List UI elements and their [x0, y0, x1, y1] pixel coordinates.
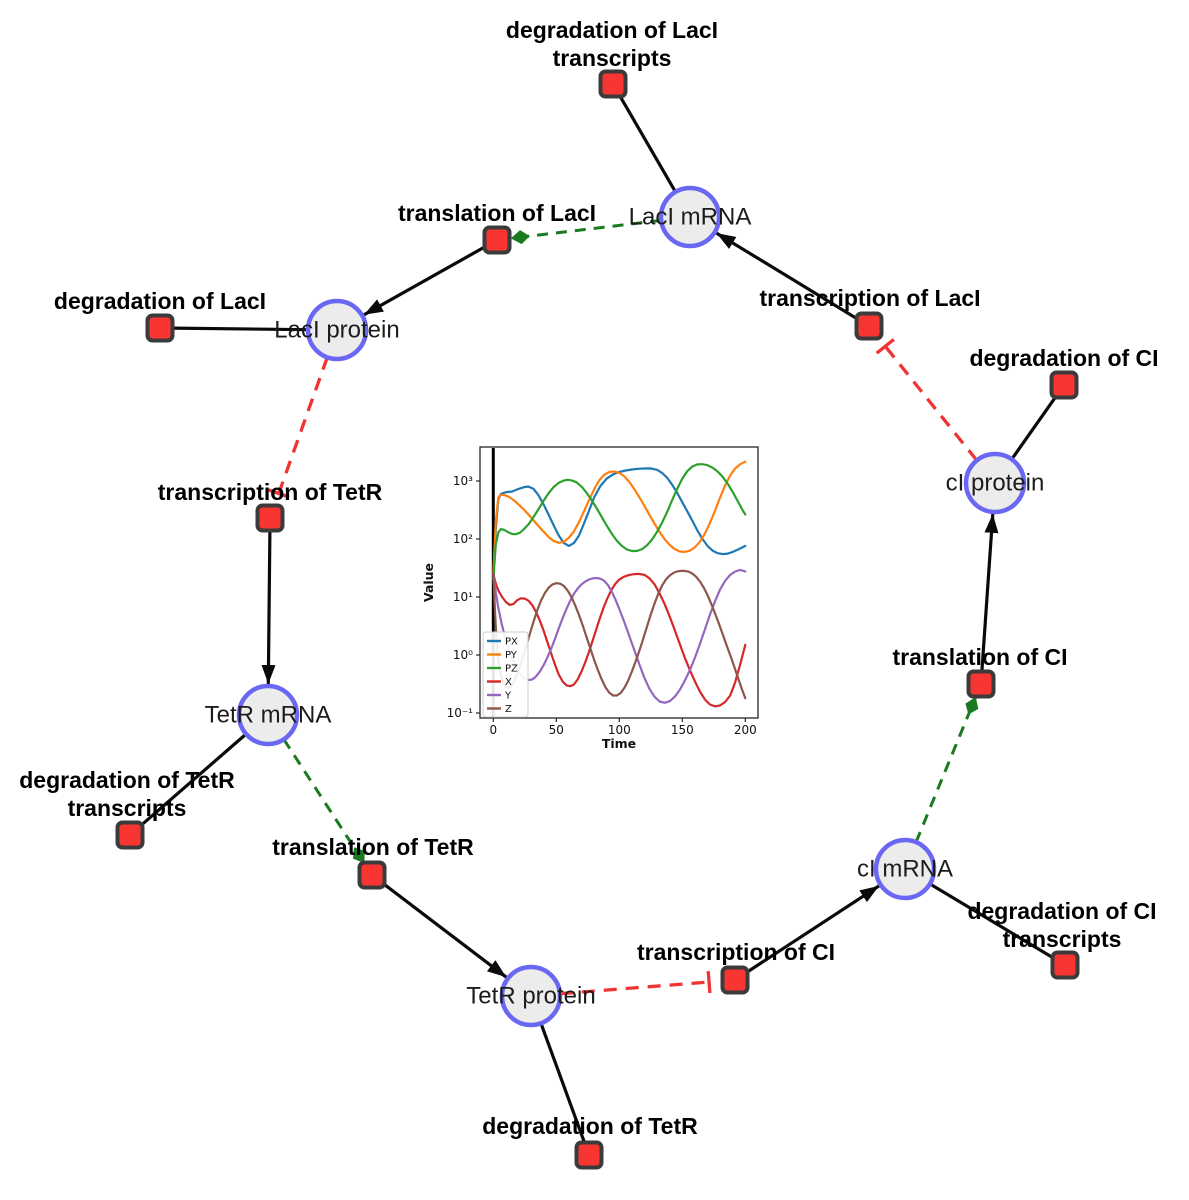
inset-chart: 0 50 100 150 20010⁻¹10⁰10¹10²10³TimeValuePXP…	[421, 446, 759, 751]
edge-ci-protein-to-transcription-of-laci	[884, 345, 979, 462]
inhibition-bar-transcription-of-laci	[875, 338, 895, 355]
species-label-tetr-protein: TetR protein	[466, 983, 595, 1010]
edge-ci-mrna-to-degradation-of-ci-transcripts	[929, 882, 1056, 961]
reaction-node-degradation-of-laci-transcripts[interactable]	[598, 69, 628, 99]
reaction-node-translation-of-tetr[interactable]	[357, 860, 387, 890]
nodes-layer	[115, 69, 1080, 1170]
chart-series-X	[492, 572, 747, 708]
edge-tetr-protein-to-degradation-of-tetr	[539, 1022, 587, 1145]
legend-label-PY: PY	[505, 650, 518, 661]
edge-tetr-protein-to-transcription-of-ci	[559, 980, 710, 996]
chart-x-tick-label: 0	[489, 723, 497, 737]
edge-transcription-of-tetr-to-tetr-mrna	[261, 530, 276, 685]
chart-y-tick-label: 10²	[453, 532, 473, 546]
species-node-ci-protein[interactable]	[963, 451, 1027, 515]
edges-layer	[138, 93, 1059, 1145]
reaction-node-degradation-of-tetr[interactable]	[574, 1140, 604, 1170]
reaction-node-translation-of-laci[interactable]	[482, 225, 512, 255]
edge-laci-protein-to-degradation-of-laci	[171, 326, 309, 332]
edge-transcription-of-laci-to-laci-mrna	[715, 231, 859, 321]
species-node-tetr-protein[interactable]	[499, 964, 563, 1028]
reaction-label-degradation-of-tetr-transcripts-line1: degradation of TetR	[19, 767, 235, 793]
reaction-label-transcription-of-ci: transcription of CI	[637, 939, 835, 965]
reaction-label-degradation-of-ci-transcripts-line2: transcripts	[1003, 926, 1122, 952]
species-label-ci-protein: cI protein	[946, 470, 1045, 497]
reaction-label-degradation-of-ci: degradation of CI	[969, 345, 1158, 371]
reaction-node-degradation-of-ci-transcripts[interactable]	[1050, 950, 1080, 980]
reaction-label-translation-of-ci: translation of CI	[892, 644, 1067, 670]
reaction-node-degradation-of-tetr-transcripts[interactable]	[115, 820, 145, 850]
chart-y-tick-label: 10⁻¹	[447, 706, 474, 720]
chart-x-tick-label: 200	[734, 723, 757, 737]
edge-ci-mrna-to-translation-of-ci	[914, 696, 979, 843]
chart-y-axis-label: Value	[421, 563, 436, 602]
species-node-tetr-mrna[interactable]	[236, 683, 300, 747]
legend-label-X: X	[505, 677, 512, 688]
species-node-laci-protein[interactable]	[305, 298, 369, 362]
reaction-node-transcription-of-laci[interactable]	[854, 311, 884, 341]
species-label-laci-mrna: LacI mRNA	[629, 204, 752, 231]
chart-x-tick-label: 150	[671, 723, 694, 737]
legend-label-PX: PX	[505, 637, 518, 648]
reaction-label-transcription-of-tetr: transcription of TetR	[158, 479, 383, 505]
edge-laci-mrna-to-degradation-of-laci-transcripts	[617, 93, 677, 193]
reaction-label-degradation-of-ci-transcripts-line1: degradation of CI	[967, 898, 1156, 924]
reaction-label-translation-of-tetr: translation of TetR	[272, 834, 474, 860]
chart-x-axis-label: Time	[602, 736, 636, 751]
edge-translation-of-ci-to-ci-protein	[980, 513, 999, 672]
inhibition-bar-transcription-of-tetr	[267, 488, 290, 499]
species-label-tetr-mrna: TetR mRNA	[205, 702, 332, 729]
reaction-label-degradation-of-tetr-transcripts-line2: transcripts	[68, 795, 187, 821]
legend-label-PZ: PZ	[505, 664, 518, 675]
chart-legend: PX PY PZ XYZ	[482, 631, 529, 718]
reaction-label-degradation-of-laci-transcripts-line2: transcripts	[553, 45, 672, 71]
reaction-node-translation-of-ci[interactable]	[966, 669, 996, 699]
edge-laci-protein-to-transcription-of-tetr	[277, 356, 329, 495]
chart-y-tick-label: 10¹	[453, 590, 473, 604]
reaction-node-transcription-of-tetr[interactable]	[255, 503, 285, 533]
labels-layer: LacI mRNA LacI protein TetR mRNA TetR prote…	[19, 17, 1158, 1139]
edge-transcription-of-ci-to-ci-mrna	[745, 884, 880, 975]
legend-label-Y: Y	[504, 691, 512, 702]
chart-y-tick-label: 10⁰	[453, 648, 473, 662]
chart-x-tick-label: 50	[549, 723, 564, 737]
chart-x-tick-label: 100	[608, 723, 631, 737]
chart-series-PY	[492, 460, 747, 575]
species-label-ci-mrna: cI mRNA	[857, 856, 953, 883]
edge-translation-of-laci-to-laci-protein	[363, 245, 487, 317]
reaction-node-transcription-of-ci[interactable]	[720, 965, 750, 995]
edge-laci-mrna-to-translation-of-laci	[510, 218, 662, 245]
species-node-ci-mrna[interactable]	[873, 837, 937, 901]
reaction-label-degradation-of-laci: degradation of LacI	[54, 288, 266, 314]
legend-label-Z: Z	[505, 704, 512, 715]
reaction-label-transcription-of-laci: transcription of LacI	[759, 285, 980, 311]
edge-ci-protein-to-degradation-of-ci	[1010, 393, 1059, 461]
inhibition-bar-transcription-of-ci	[706, 970, 712, 994]
species-node-laci-mrna[interactable]	[658, 185, 722, 249]
edge-tetr-mrna-to-degradation-of-tetr-transcripts	[138, 732, 248, 829]
species-label-laci-protein: LacI protein	[274, 317, 399, 344]
chart-series-PZ	[492, 463, 747, 581]
chart-y-tick-label: 10³	[453, 474, 473, 488]
reaction-label-degradation-of-laci-transcripts-line1: degradation of LacI	[506, 17, 718, 43]
reaction-node-degradation-of-ci[interactable]	[1049, 370, 1079, 400]
reaction-node-degradation-of-laci[interactable]	[145, 313, 175, 343]
reaction-label-degradation-of-tetr: degradation of TetR	[482, 1113, 698, 1139]
edge-translation-of-tetr-to-tetr-protein	[381, 881, 508, 979]
edge-tetr-mrna-to-translation-of-tetr	[282, 738, 366, 864]
reaction-label-translation-of-laci: translation of LacI	[398, 200, 596, 226]
